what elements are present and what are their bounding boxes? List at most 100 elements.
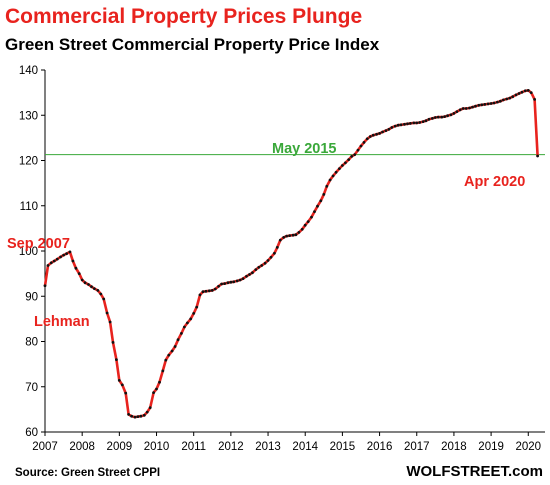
data-point	[468, 106, 471, 110]
data-point	[223, 282, 227, 285]
data-point	[520, 90, 524, 94]
y-tick-label: 110	[20, 201, 38, 213]
y-tick-label: 130	[19, 110, 38, 122]
data-point	[238, 278, 242, 282]
data-point	[396, 123, 400, 127]
data-point	[183, 325, 186, 329]
data-point	[291, 233, 295, 237]
data-point	[464, 107, 468, 110]
x-tick-label: 2011	[181, 441, 206, 453]
data-point	[523, 89, 527, 93]
data-point	[285, 234, 288, 238]
data-point	[406, 122, 409, 126]
y-tick-label: 140	[19, 65, 38, 77]
data-point	[505, 97, 509, 101]
data-point	[251, 271, 254, 275]
data-point	[139, 414, 143, 418]
x-tick-label: 2015	[330, 441, 356, 453]
data-point	[508, 96, 512, 100]
data-point	[294, 233, 298, 237]
data-point	[164, 358, 168, 362]
data-point	[328, 178, 332, 182]
data-point	[368, 135, 372, 138]
data-point	[278, 238, 282, 242]
data-point	[471, 105, 474, 109]
data-point	[229, 280, 233, 284]
series-markers	[43, 89, 539, 419]
data-point	[458, 108, 462, 112]
data-point	[353, 153, 357, 157]
data-point	[102, 297, 106, 301]
data-point	[511, 95, 515, 99]
data-point	[338, 167, 341, 171]
data-point	[65, 252, 68, 256]
data-point	[201, 290, 205, 294]
data-point	[167, 353, 171, 357]
data-point	[269, 255, 273, 259]
data-point	[409, 122, 412, 125]
data-point	[365, 137, 369, 141]
data-point	[142, 413, 146, 417]
data-point	[331, 174, 335, 178]
annotation-sep-2007: Sep 2007	[7, 236, 70, 252]
data-point	[127, 413, 130, 416]
data-point	[115, 358, 118, 361]
data-point	[108, 320, 112, 324]
data-point	[170, 349, 174, 353]
data-point	[152, 391, 156, 394]
annotation-lehman: Lehman	[34, 314, 90, 330]
y-tick-label: 80	[25, 337, 38, 349]
data-point	[49, 261, 53, 265]
data-point	[480, 103, 484, 107]
data-point	[477, 103, 481, 107]
data-point	[207, 289, 211, 293]
data-point	[148, 406, 152, 409]
y-tick-label: 90	[25, 291, 38, 303]
y-tick-label: 100	[19, 246, 38, 258]
data-point	[350, 155, 354, 158]
data-point	[461, 107, 465, 110]
data-point	[220, 282, 224, 286]
data-point	[526, 89, 530, 92]
data-point	[440, 115, 444, 119]
data-point	[68, 250, 72, 254]
data-point	[176, 338, 180, 342]
brand-label: WOLFSTREET.com	[406, 463, 543, 480]
data-point	[356, 148, 360, 152]
data-point	[362, 141, 366, 144]
data-point	[52, 259, 56, 263]
data-point	[431, 117, 434, 120]
data-point	[260, 264, 264, 267]
data-point	[204, 289, 208, 293]
data-point	[130, 414, 134, 418]
data-point	[502, 98, 505, 102]
data-point	[375, 132, 378, 136]
data-point	[378, 132, 381, 135]
data-point	[341, 164, 344, 167]
data-point	[90, 285, 93, 289]
x-tick-label: 2018	[441, 441, 467, 453]
data-point	[446, 114, 449, 118]
data-point	[303, 223, 307, 227]
data-point	[517, 92, 521, 95]
data-point	[62, 253, 65, 257]
data-point	[55, 257, 59, 261]
data-point	[424, 119, 428, 123]
data-point	[198, 293, 202, 297]
data-point	[310, 215, 313, 219]
data-point	[59, 255, 62, 259]
source-note: Source: Green Street CPPI	[15, 467, 160, 479]
data-point	[77, 272, 81, 275]
data-point	[105, 311, 109, 315]
y-tick-label: 70	[25, 382, 38, 394]
data-point	[158, 380, 161, 384]
data-point	[133, 415, 137, 419]
data-point	[235, 279, 239, 283]
data-point	[359, 144, 363, 148]
data-point	[241, 277, 245, 280]
data-point	[232, 280, 236, 284]
data-point	[496, 100, 499, 104]
data-point	[489, 102, 493, 105]
data-point	[433, 116, 437, 119]
data-point	[347, 158, 351, 162]
